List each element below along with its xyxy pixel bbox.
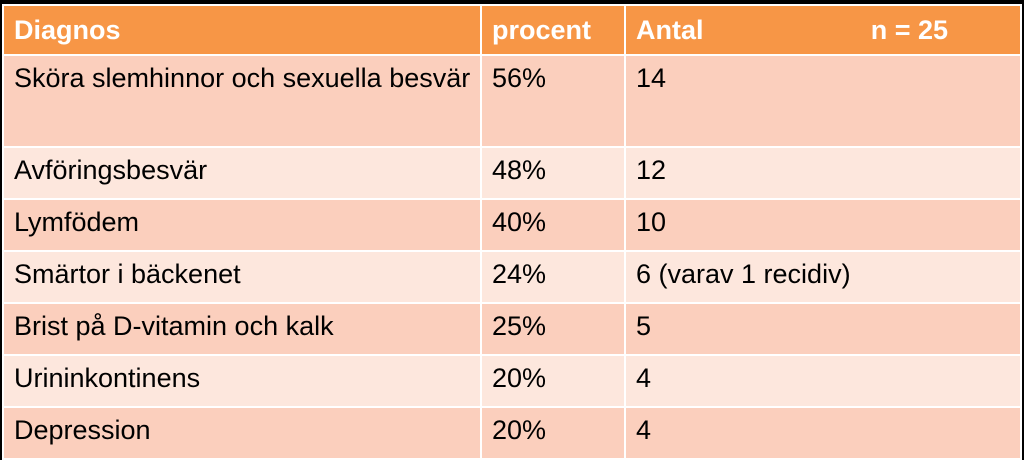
cell-procent: 48% (480, 146, 626, 200)
table-row: Sköra slemhinnor och sexuella besvär 56%… (2, 54, 1022, 148)
cell-diagnos: Avföringsbesvär (2, 146, 482, 200)
cell-diagnos: Brist på D-vitamin och kalk (2, 302, 482, 356)
cell-antal: 14 (624, 54, 1022, 148)
cell-antal: 6 (varav 1 recidiv) (624, 250, 1022, 304)
cell-procent: 24% (480, 250, 626, 304)
table-row: Smärtor i bäckenet 24% 6 (varav 1 recidi… (2, 250, 1022, 304)
header-sample-size: n = 25 (870, 15, 948, 45)
header-antal: Antal (636, 15, 704, 45)
table-row: Urininkontinens 20% 4 (2, 354, 1022, 408)
cell-procent: 20% (480, 406, 626, 460)
cell-diagnos: Depression (2, 406, 482, 460)
header-diagnos: Diagnos (2, 4, 482, 56)
table-row: Brist på D-vitamin och kalk 25% 5 (2, 302, 1022, 356)
header-procent: procent (480, 4, 626, 56)
cell-diagnos: Lymfödem (2, 198, 482, 252)
diagnosis-table: Diagnos procent Antal n = 25 Sköra slemh… (2, 4, 1022, 460)
header-antal-cell: Antal n = 25 (624, 4, 1022, 56)
table-row: Depression 20% 4 (2, 406, 1022, 460)
diagnosis-table-container: Diagnos procent Antal n = 25 Sköra slemh… (2, 4, 1022, 460)
cell-antal: 4 (624, 354, 1022, 408)
table-row: Lymfödem 40% 10 (2, 198, 1022, 252)
cell-procent: 40% (480, 198, 626, 252)
cell-antal: 10 (624, 198, 1022, 252)
cell-procent: 56% (480, 54, 626, 148)
cell-diagnos: Sköra slemhinnor och sexuella besvär (2, 54, 482, 148)
cell-antal: 12 (624, 146, 1022, 200)
cell-antal: 5 (624, 302, 1022, 356)
cell-procent: 25% (480, 302, 626, 356)
table-row: Avföringsbesvär 48% 12 (2, 146, 1022, 200)
table-header-row: Diagnos procent Antal n = 25 (2, 4, 1022, 56)
cell-procent: 20% (480, 354, 626, 408)
cell-diagnos: Urininkontinens (2, 354, 482, 408)
cell-antal: 4 (624, 406, 1022, 460)
cell-diagnos: Smärtor i bäckenet (2, 250, 482, 304)
